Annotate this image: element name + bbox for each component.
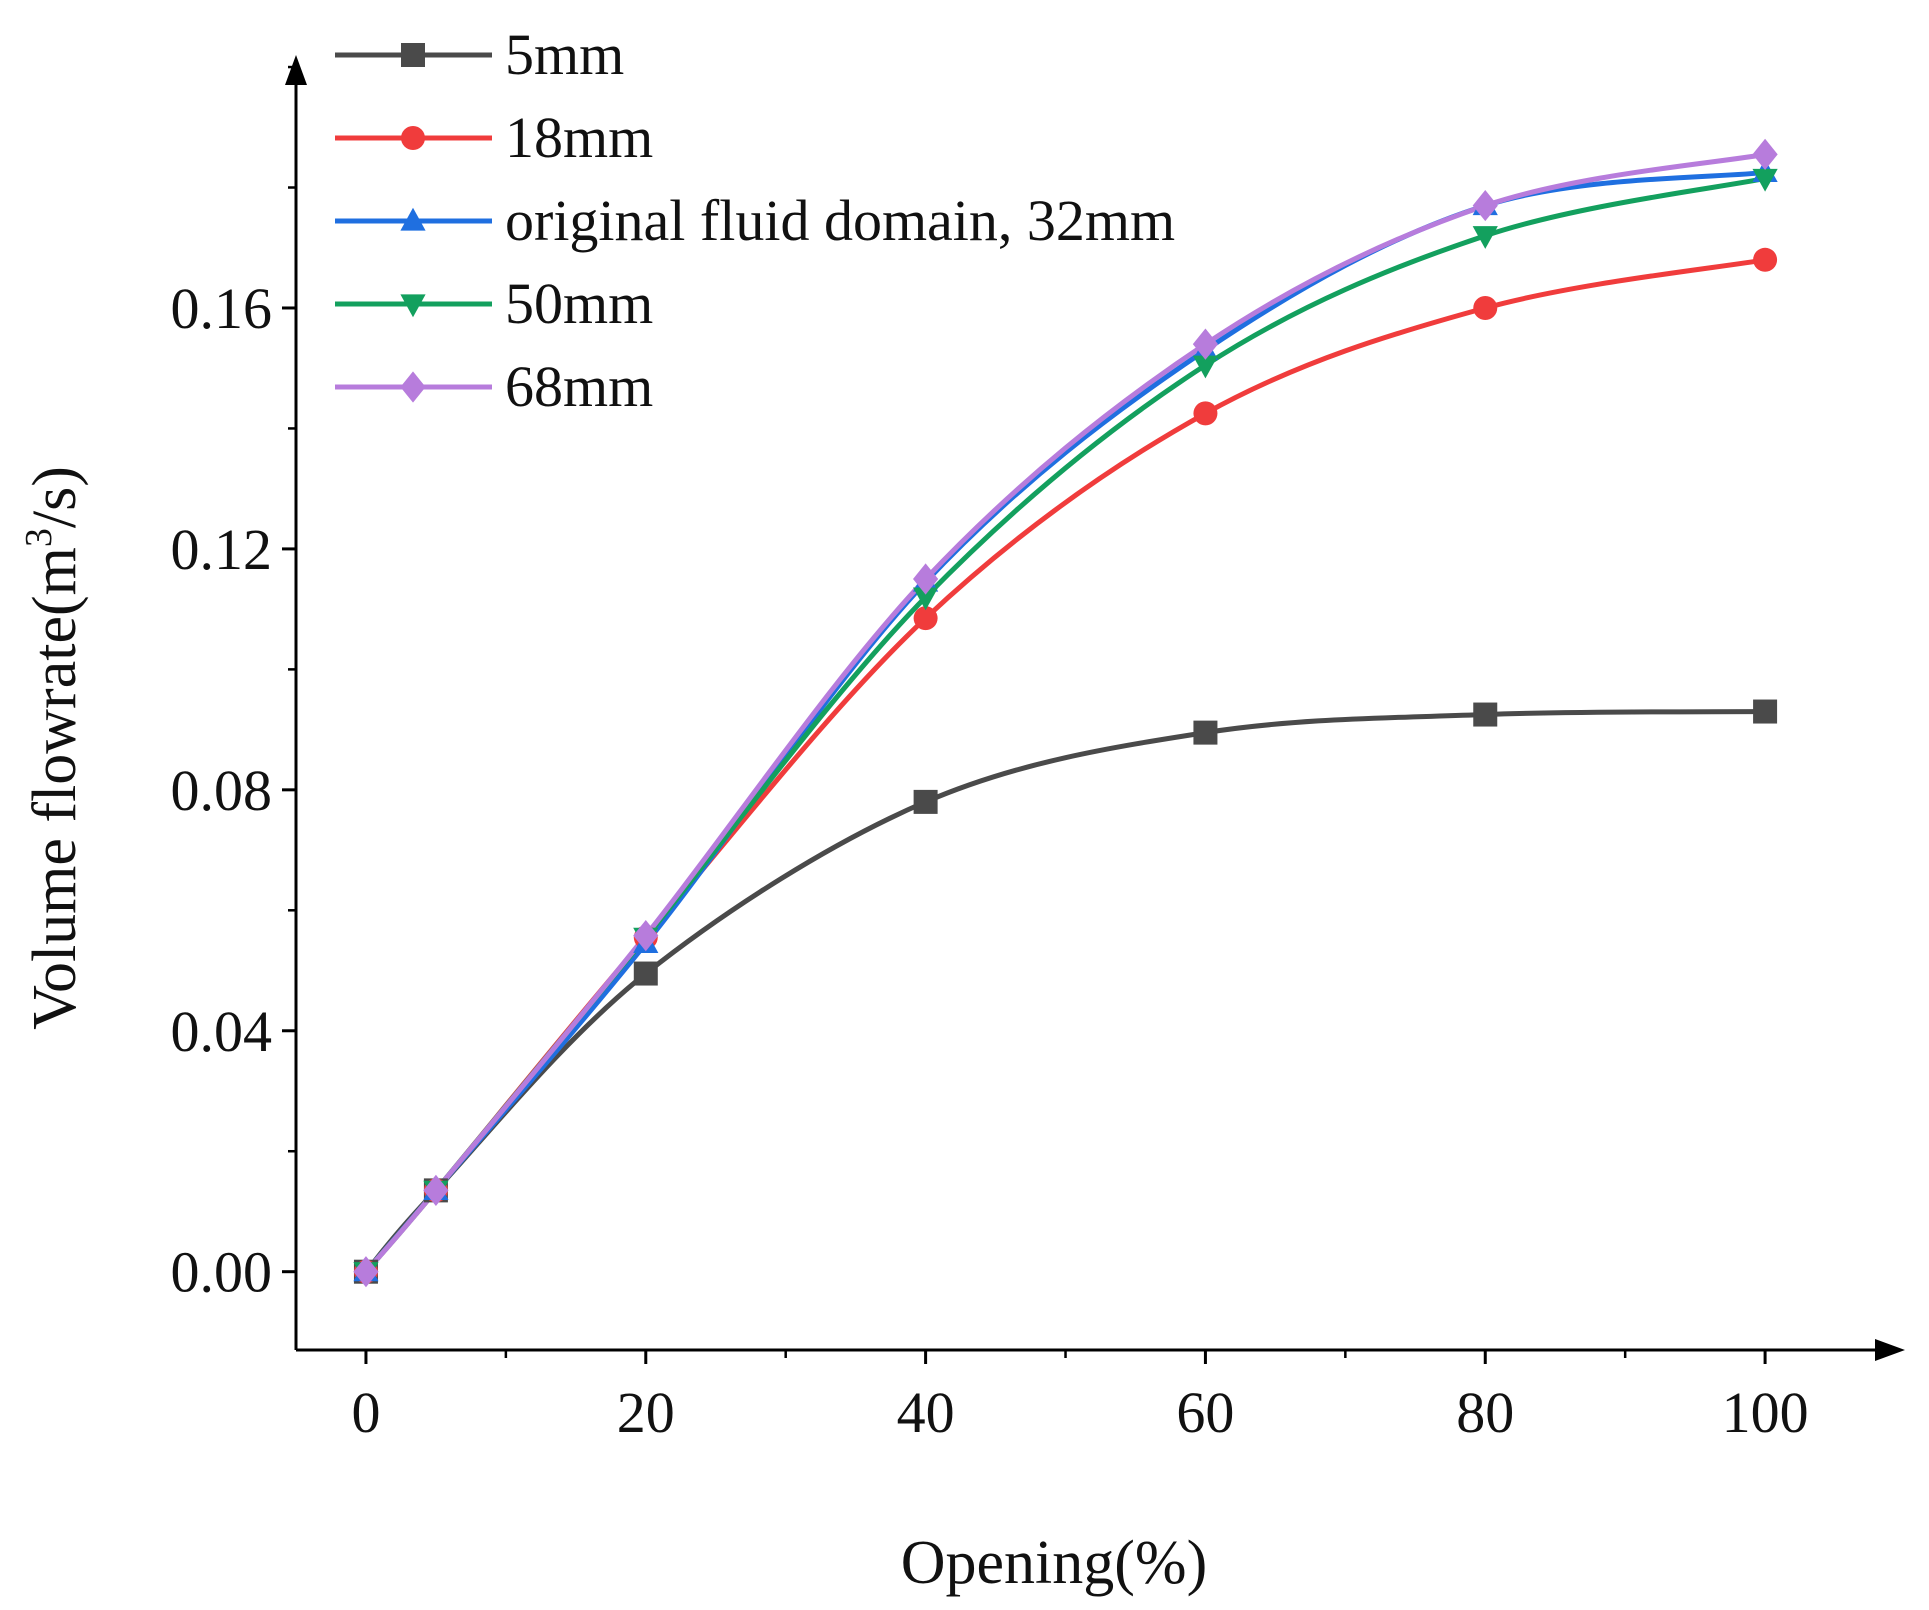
data-point [1753,699,1778,724]
legend-marker-icon [401,43,425,67]
data-point [1192,328,1219,360]
x-axis-label: Opening(%) [901,1529,1207,1597]
legend-marker-icon [400,371,426,403]
y-tick-label: 0.04 [171,999,273,1064]
x-tick-label: 40 [897,1380,955,1445]
y-axis-label-main: Volume flowrate(m [21,547,89,1030]
x-tick-label: 80 [1456,1380,1514,1445]
x-tick-label: 0 [351,1380,380,1445]
x-axis-arrow-icon [1875,1339,1905,1361]
legend-label: original fluid domain, 32mm [505,188,1175,253]
x-tick-label: 20 [617,1380,675,1445]
data-point [1192,355,1219,379]
data-point [1752,168,1778,192]
series-line-2 [364,169,1766,1274]
data-point [1473,295,1498,320]
data-point [353,1256,379,1288]
series-line-0 [364,709,1766,1274]
data-point [1472,226,1498,249]
y-axis-arrow-icon [285,55,307,85]
data-point [1753,247,1778,272]
legend-label: 18mm [505,105,653,170]
data-point [1472,189,1498,222]
series-line-3 [364,176,1766,1274]
data-point [423,1174,449,1206]
y-tick-label: 0.00 [171,1240,273,1305]
data-point [1193,720,1218,745]
y-tick-label: 0.12 [171,517,273,582]
legend-label: 5mm [505,22,624,87]
legend-marker-icon [400,207,426,231]
data-point [913,563,939,595]
legend-marker-icon [401,126,425,150]
x-tick-label: 100 [1722,1380,1809,1445]
x-tick-label: 60 [1176,1380,1234,1445]
axes [285,55,1905,1361]
y-tick-label: 0.16 [171,276,273,341]
legend-label: 68mm [505,354,653,419]
data-point [913,606,938,631]
data-point [1752,138,1778,170]
ticks: 0 20 40 60 80 100 0.00 0.04 0.08 0.12 0.16 [171,65,1809,1445]
data-point [1193,401,1218,426]
legend-label: 50mm [505,271,653,336]
y-axis-label: Volume flowrate(m3/s) [18,466,89,1030]
legend: 5mm 18mm original fluid domain, 32mm 50mm 68… [335,22,1175,419]
data-point [913,587,939,611]
data-point [1473,702,1498,727]
data-point [633,961,658,986]
y-axis-label-superscript: 3 [18,528,60,547]
data-point [913,789,938,814]
legend-marker-icon [400,294,426,318]
data-point [633,920,659,952]
y-tick-label: 0.08 [171,758,273,823]
y-axis-label-tail: /s) [21,466,89,528]
series-markers [353,138,1778,1288]
